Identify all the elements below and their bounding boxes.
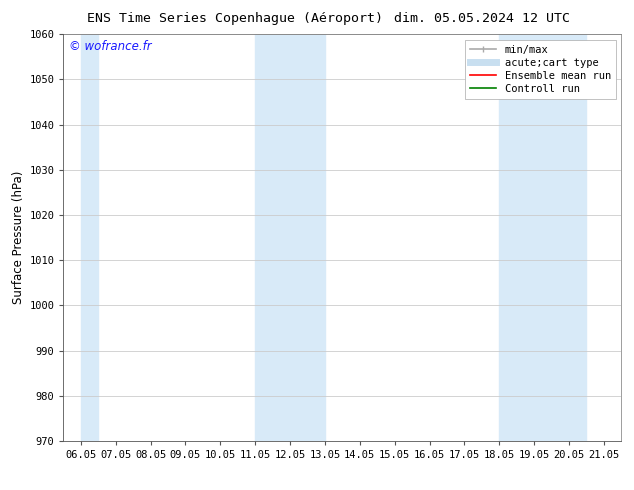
Bar [517, 34, 586, 441]
Y-axis label: Surface Pressure (hPa): Surface Pressure (hPa) [12, 171, 25, 304]
Text: © wofrance.fr: © wofrance.fr [69, 40, 152, 53]
Bar [81, 34, 98, 441]
Text: dim. 05.05.2024 12 UTC: dim. 05.05.2024 12 UTC [394, 12, 570, 25]
Text: ENS Time Series Copenhague (Aéroport): ENS Time Series Copenhague (Aéroport) [87, 12, 382, 25]
Legend: min/max, acute;cart type, Ensemble mean run, Controll run: min/max, acute;cart type, Ensemble mean … [465, 40, 616, 99]
Bar [255, 34, 325, 441]
Bar [500, 34, 534, 441]
